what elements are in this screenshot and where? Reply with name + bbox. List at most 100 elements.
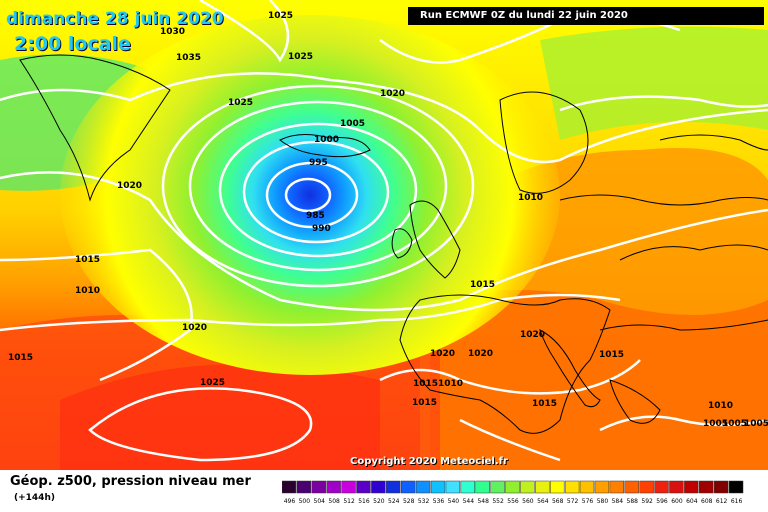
legend-swatch xyxy=(326,480,341,494)
forecast-date: dimanche 28 juin 2020 xyxy=(6,9,224,29)
legend-swatch xyxy=(356,480,371,494)
legend-swatch xyxy=(699,480,714,494)
legend-swatch xyxy=(430,480,446,494)
legend-value: 564 xyxy=(537,498,549,505)
legend-value: 496 xyxy=(284,498,296,505)
isobar-label: 1000 xyxy=(314,135,339,145)
run-info: Run ECMWF 0Z du lundi 22 juin 2020 xyxy=(408,7,764,25)
legend-value: 536 xyxy=(433,498,445,505)
isobar-label: 1020 xyxy=(468,349,493,359)
legend-swatch xyxy=(341,480,356,494)
isobar-label: 1025 xyxy=(200,378,225,388)
isobar-label: 1015 xyxy=(599,350,624,360)
low-pressure-field xyxy=(60,15,560,375)
legend-swatch xyxy=(460,480,475,494)
legend-swatch xyxy=(564,480,580,494)
legend-swatch xyxy=(311,480,326,494)
legend-swatch xyxy=(505,480,520,494)
color-legend: 496 500 504 508 512 516 520 524 528 532 536 540 544 5… xyxy=(282,480,744,505)
legend-value: 508 xyxy=(328,498,340,505)
isobar-label: 1015 xyxy=(75,255,100,265)
legend-value: 516 xyxy=(358,498,370,505)
isobar-label: 985 xyxy=(306,211,325,221)
isobar-label: 1015 xyxy=(8,353,33,363)
legend-swatch xyxy=(609,480,625,494)
legend-swatch xyxy=(282,480,297,494)
legend-value: 600 xyxy=(671,498,683,505)
legend-value: 512 xyxy=(343,498,355,505)
isobar-label: 1025 xyxy=(228,98,253,108)
legend-value: 580 xyxy=(597,498,609,505)
legend-swatch xyxy=(445,480,461,494)
isobar-label: 1035 xyxy=(176,53,201,63)
legend-value: 596 xyxy=(656,498,668,505)
legend-swatch xyxy=(639,480,654,494)
legend-value: 544 xyxy=(463,498,475,505)
legend-swatch xyxy=(520,480,535,494)
isobar-label: 1010 xyxy=(518,193,543,203)
legend-value: 572 xyxy=(567,498,579,505)
copyright: Copyright 2020 Meteociel.fr xyxy=(350,456,508,467)
isobar-label: 1005 xyxy=(703,419,728,429)
legend-swatch xyxy=(669,480,684,494)
legend-swatch xyxy=(371,480,386,494)
z500-region-red-core xyxy=(60,364,380,470)
isobar-label: 1025 xyxy=(288,52,313,62)
legend-swatch xyxy=(475,480,490,494)
legend-value: 588 xyxy=(627,498,639,505)
isobar-label: 1015 xyxy=(470,280,495,290)
legend-value: 504 xyxy=(314,498,326,505)
isobar-label: 1020 xyxy=(380,89,405,99)
isobar-label: 995 xyxy=(309,158,328,168)
isobar-label: 1020 xyxy=(430,349,455,359)
isobar-label: 1030 xyxy=(160,27,185,37)
legend-value: 604 xyxy=(686,498,698,505)
legend-swatch xyxy=(296,480,312,494)
isobar-label: 1020 xyxy=(182,323,207,333)
isobar-label: 1010 xyxy=(75,286,100,296)
isobar-label: 1005 xyxy=(744,419,768,429)
legend-value: 548 xyxy=(477,498,489,505)
legend-value: 584 xyxy=(612,498,624,505)
legend-value: 608 xyxy=(701,498,713,505)
coastlines xyxy=(19,54,768,434)
legend-swatch xyxy=(654,480,669,494)
legend-swatch xyxy=(550,480,565,494)
z500-region-north xyxy=(540,26,768,141)
legend-swatch xyxy=(684,480,699,494)
forecast-time: 2:00 locale xyxy=(14,33,131,55)
legend-swatch xyxy=(490,480,505,494)
isobar-label: 1020 xyxy=(520,330,545,340)
isobar-label: 990 xyxy=(312,224,331,234)
legend-swatch xyxy=(594,480,610,494)
legend-value: 560 xyxy=(522,498,534,505)
legend-value: 524 xyxy=(388,498,400,505)
isobar-label: 1015 xyxy=(413,379,438,389)
legend-swatch xyxy=(400,480,416,494)
legend-swatch xyxy=(579,480,595,494)
legend-value: 520 xyxy=(373,498,385,505)
legend-value: 576 xyxy=(582,498,594,505)
legend-value: 612 xyxy=(716,498,728,505)
legend-swatch xyxy=(386,480,401,494)
legend-value: 616 xyxy=(731,498,743,505)
legend-swatch xyxy=(728,480,744,494)
isobar-label: 1020 xyxy=(117,181,142,191)
legend-value: 592 xyxy=(641,498,653,505)
legend-value: 568 xyxy=(552,498,564,505)
legend-value: 552 xyxy=(492,498,504,505)
legend-value: 556 xyxy=(507,498,519,505)
isobar-label: 1005 xyxy=(722,419,747,429)
legend-value: 500 xyxy=(299,498,311,505)
isobar-label: 1010 xyxy=(708,401,733,411)
isobar-label: 1010 xyxy=(438,379,463,389)
legend-swatch xyxy=(535,480,550,494)
legend-value: 528 xyxy=(403,498,415,505)
legend-value: 532 xyxy=(418,498,430,505)
isobar-label: 1015 xyxy=(532,399,557,409)
legend-swatch xyxy=(713,480,729,494)
isobar-label: 1015 xyxy=(412,398,437,408)
isobar-label: 1025 xyxy=(268,11,293,21)
isobar-label: 1005 xyxy=(340,119,365,129)
